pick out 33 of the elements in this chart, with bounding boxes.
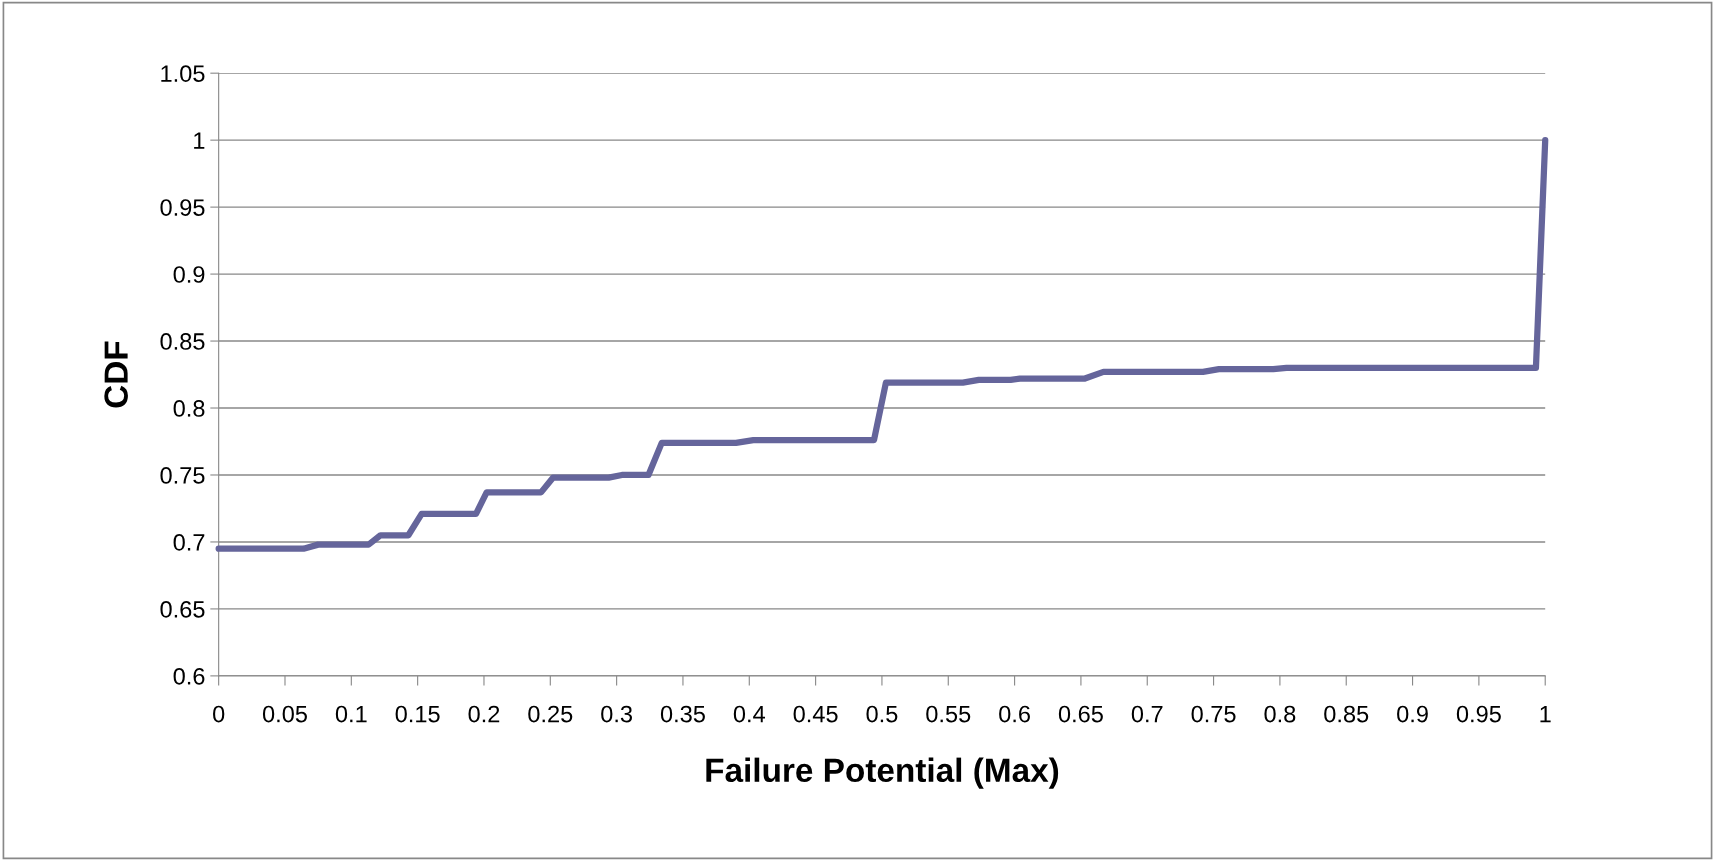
x-tick-label: 0.85 [1324, 705, 1369, 723]
y-tick-label: 0.65 [160, 600, 205, 618]
x-tick-label: 0.25 [528, 705, 573, 723]
x-tick-label: 0.9 [1397, 705, 1428, 723]
x-tick-label: 0.55 [926, 705, 971, 723]
x-tick-label: 0.1 [335, 705, 367, 723]
y-axis-title: CDF [104, 341, 128, 408]
y-tick-label: 0.6 [173, 667, 205, 685]
x-tick-label: 0 [213, 705, 225, 723]
x-tick-label: 0.65 [1058, 705, 1103, 723]
x-tick-label: 0.75 [1191, 705, 1236, 723]
x-tick-label: 0.95 [1456, 705, 1501, 723]
y-tick-label: 0.7 [173, 534, 205, 551]
x-axis-title: Failure Potential (Max) [706, 757, 1059, 789]
y-tick-label: 0.85 [160, 333, 205, 350]
x-tick-label: 0.6 [999, 705, 1030, 723]
x-tick-label: 0.7 [1131, 705, 1163, 723]
y-tick-label: 0.75 [160, 467, 205, 484]
x-tick-label: 0.45 [793, 705, 838, 723]
x-tick-label: 0.3 [601, 705, 632, 723]
y-tick-label: 0.8 [173, 400, 205, 417]
x-tick-label: 0.35 [660, 705, 705, 723]
x-tick-label: 0.05 [262, 705, 307, 723]
y-tick-label: 1.05 [161, 65, 205, 82]
x-tick-label: 0.4 [733, 705, 766, 723]
x-tick-label: 0.2 [468, 705, 500, 723]
x-tick-label: 0.8 [1264, 705, 1296, 723]
x-tick-label: 1 [1540, 705, 1551, 723]
y-tick-label: 0.9 [173, 266, 205, 283]
y-tick-label: 0.95 [160, 199, 205, 216]
y-tick-label: 1 [194, 132, 205, 149]
x-tick-label: 0.15 [395, 705, 440, 723]
x-tick-label: 0.5 [866, 705, 898, 723]
